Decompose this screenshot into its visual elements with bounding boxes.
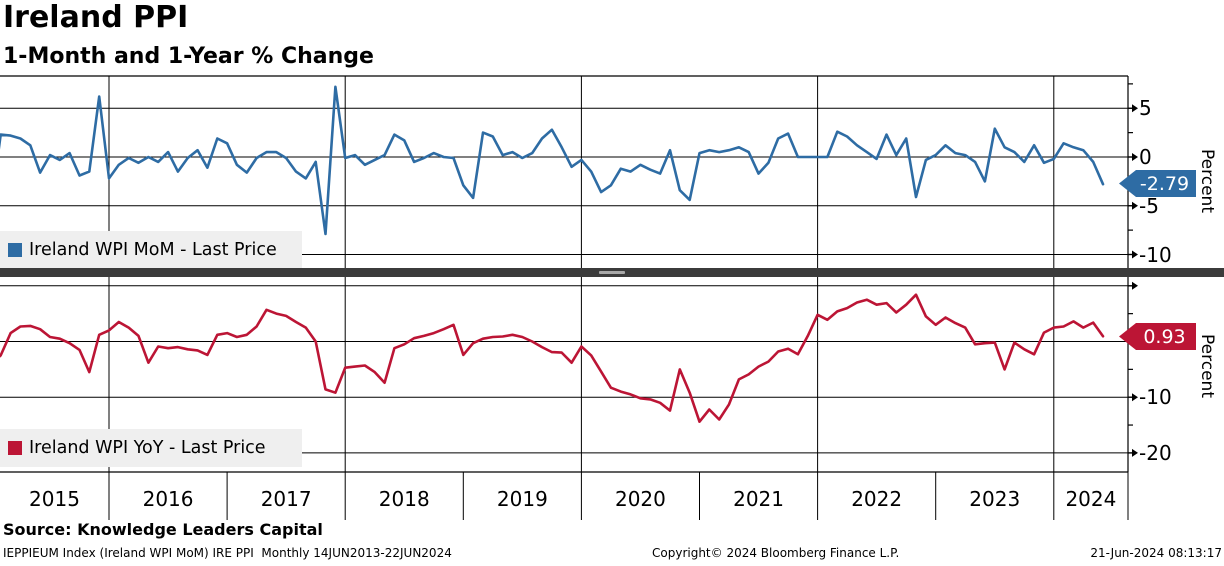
y-tick-arrow-icon [1132, 281, 1138, 290]
y-tick-arrow-icon [1132, 104, 1138, 113]
page-title: Ireland PPI [3, 0, 189, 35]
yoy-legend-label: Ireland WPI YoY - Last Price [29, 438, 266, 458]
yoy-last-price-badge: 0.93 [1119, 323, 1196, 350]
yoy-series-line [0, 293, 1105, 424]
y-tick-arrow-icon [1132, 201, 1138, 210]
x-axis-year-label: 2024 [1065, 487, 1117, 511]
y-axis-label: -10 [1139, 242, 1172, 267]
y-axis-label: 5 [1139, 96, 1152, 121]
mom-last-price-value: -2.79 [1139, 172, 1190, 195]
y-axis-label: -5 [1139, 193, 1159, 218]
y-axis-label: 0 [1139, 145, 1152, 169]
mom-series-line [0, 85, 1105, 236]
x-axis-year-label: 2020 [614, 487, 666, 511]
y-axis-label: -20 [1139, 440, 1172, 465]
x-axis-year-label: 2023 [969, 487, 1021, 511]
y-tick-arrow-icon [1132, 448, 1138, 457]
page-subtitle: 1-Month and 1-Year % Change [3, 44, 374, 69]
x-axis-year-label: 2016 [142, 487, 194, 511]
x-axis-year-label: 2017 [260, 487, 312, 511]
y-tick-arrow-icon [1132, 393, 1138, 402]
y-axis-label: -10 [1139, 385, 1172, 410]
yoy-last-price-value: 0.93 [1143, 325, 1186, 348]
y-tick-arrow-icon [1132, 250, 1138, 259]
x-axis-year-label: 2015 [29, 487, 80, 511]
x-axis-year-label: 2019 [496, 487, 548, 511]
mom-legend-label: Ireland WPI MoM - Last Price [29, 240, 277, 260]
yoy-legend-swatch-icon [8, 441, 22, 455]
x-axis-year-label: 2022 [851, 487, 903, 511]
timestamp: 21-Jun-2024 08:13:17 [1090, 546, 1222, 560]
source-note: Source: Knowledge Leaders Capital [3, 520, 323, 539]
mom-legend-swatch-icon [8, 243, 22, 257]
panel-splitter-handle-icon[interactable] [599, 271, 625, 274]
legend-mom[interactable]: Ireland WPI MoM - Last Price [0, 231, 302, 269]
security-description: IEPPIEUM Index (Ireland WPI MoM) IRE PPI… [3, 546, 452, 560]
legend-yoy[interactable]: Ireland WPI YoY - Last Price [0, 429, 302, 467]
x-axis-year-label: 2021 [733, 487, 784, 511]
mom-last-price-badge: -2.79 [1119, 170, 1196, 197]
yoy-axis-title: Percent [1197, 334, 1217, 398]
mom-axis-title: Percent [1197, 149, 1217, 213]
x-axis-year-label: 2018 [378, 487, 430, 511]
copyright-note: Copyright© 2024 Bloomberg Finance L.P. [652, 546, 900, 560]
y-tick-arrow-icon [1132, 153, 1138, 161]
